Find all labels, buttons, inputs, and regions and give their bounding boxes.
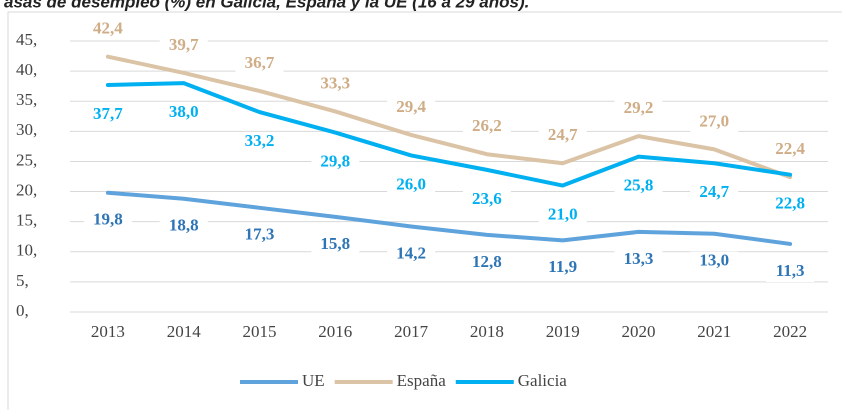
label-bg [159, 35, 208, 56]
data-label: 25,8 [624, 176, 654, 195]
y-tick-label: 5, [16, 271, 29, 290]
data-label: 42,4 [93, 19, 123, 38]
label-bg [159, 103, 208, 124]
data-label: 22,8 [775, 194, 805, 213]
y-tick-label: 45, [16, 30, 37, 49]
legend-label: UE [302, 371, 325, 390]
x-tick-label: 2013 [91, 322, 125, 341]
data-label: 24,7 [699, 182, 729, 201]
label-bg [614, 176, 663, 197]
label-bg [235, 225, 284, 246]
data-label: 26,0 [396, 174, 426, 193]
data-label: 29,8 [320, 151, 350, 170]
data-label: 11,9 [548, 257, 577, 276]
data-label: 26,2 [472, 116, 502, 135]
y-tick-label: 10, [16, 241, 37, 260]
legend-label: España [397, 371, 447, 390]
data-label: 11,3 [776, 261, 805, 280]
data-label: 18,8 [169, 216, 199, 235]
data-label: 23,6 [472, 189, 502, 208]
series-line [105, 54, 793, 180]
data-label: 22,4 [775, 139, 805, 158]
series-line [105, 81, 793, 188]
x-tick-label: 2022 [773, 322, 807, 341]
label-bg [159, 216, 208, 237]
label-bg [83, 19, 132, 40]
label-bg [235, 53, 284, 74]
x-tick-label: 2014 [167, 322, 202, 341]
label-bg [83, 104, 132, 125]
legend-label: Galicia [518, 371, 568, 390]
data-label: 38,0 [169, 102, 199, 121]
data-label: 33,3 [320, 73, 350, 92]
label-bg [83, 210, 132, 231]
label-bg [690, 183, 739, 204]
label-bg [614, 99, 663, 120]
series-line [105, 190, 793, 246]
label-bg [690, 251, 739, 272]
label-bg [614, 249, 663, 270]
label-bg [766, 194, 815, 215]
data-label: 39,7 [169, 35, 199, 54]
chart-title: asas de desempleo (%) en Galicia, España… [4, 0, 529, 11]
y-tick-label: 20, [16, 180, 37, 199]
data-label: 33,2 [245, 131, 275, 150]
y-tick-label: 40, [16, 60, 37, 79]
data-label: 17,3 [245, 225, 275, 244]
x-tick-label: 2015 [243, 322, 277, 341]
x-tick-label: 2018 [470, 322, 504, 341]
data-label: 21,0 [548, 204, 578, 223]
label-bg [690, 112, 739, 133]
y-tick-label: 35, [16, 90, 37, 109]
label-bg [387, 244, 436, 265]
x-tick-label: 2019 [546, 322, 580, 341]
data-label: 19,8 [93, 210, 123, 229]
data-label: 24,7 [548, 125, 578, 144]
y-tick-label: 30, [16, 120, 37, 139]
data-label: 37,7 [93, 104, 123, 123]
y-tick-label: 15, [16, 211, 37, 230]
data-label: 13,0 [699, 251, 729, 270]
data-label: 29,2 [624, 98, 654, 117]
chart-frame [7, 11, 842, 410]
label-bg [538, 205, 587, 226]
data-label: 36,7 [245, 53, 275, 72]
x-tick-label: 2017 [394, 322, 429, 341]
x-tick-label: 2020 [622, 322, 656, 341]
label-bg [311, 152, 360, 173]
label-bg [311, 234, 360, 255]
y-tick-label: 0, [16, 301, 29, 320]
label-bg [766, 261, 815, 282]
data-label: 14,2 [396, 243, 426, 262]
label-bg [387, 97, 436, 118]
label-bg [538, 126, 587, 147]
label-bg [387, 175, 436, 196]
data-label: 15,8 [320, 234, 350, 253]
label-bg [462, 252, 511, 273]
x-tick-label: 2016 [318, 322, 352, 341]
data-label: 12,8 [472, 252, 502, 271]
label-bg [766, 140, 815, 161]
x-tick-label: 2021 [697, 322, 731, 341]
label-bg [235, 132, 284, 153]
y-tick-label: 25, [16, 150, 37, 169]
label-bg [462, 189, 511, 210]
data-label: 27,0 [699, 111, 729, 130]
data-label: 13,3 [624, 249, 654, 268]
label-bg [311, 74, 360, 95]
data-label: 29,4 [396, 97, 426, 116]
label-bg [538, 258, 587, 279]
label-bg [462, 117, 511, 138]
